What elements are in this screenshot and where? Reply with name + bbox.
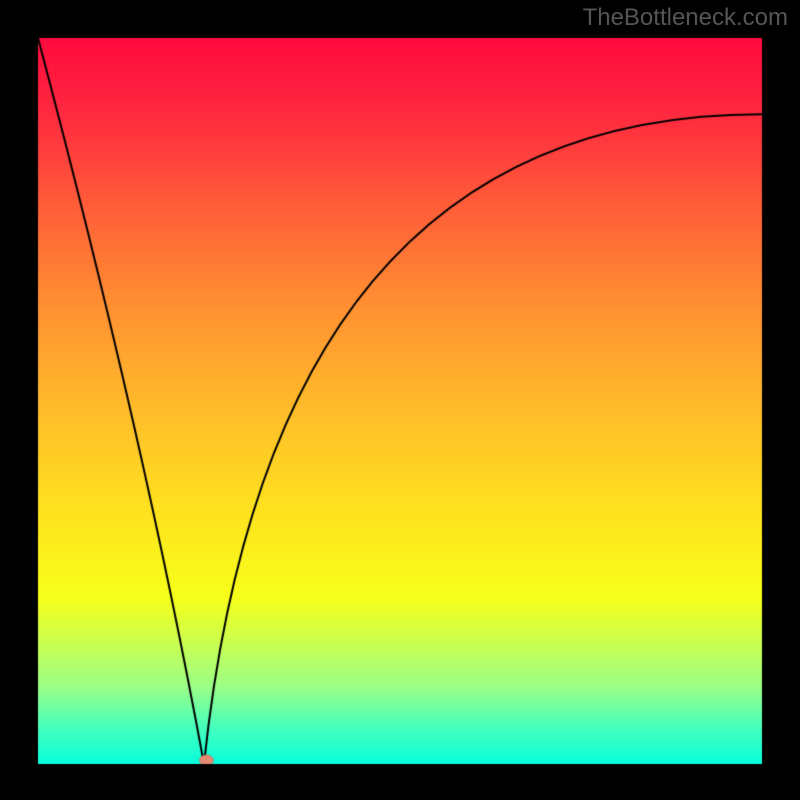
chart-wrap: { "canvas": { "width": 800, "height": 80… [0, 0, 800, 800]
watermark: TheBottleneck.com [583, 4, 788, 32]
line-chart [0, 0, 800, 800]
